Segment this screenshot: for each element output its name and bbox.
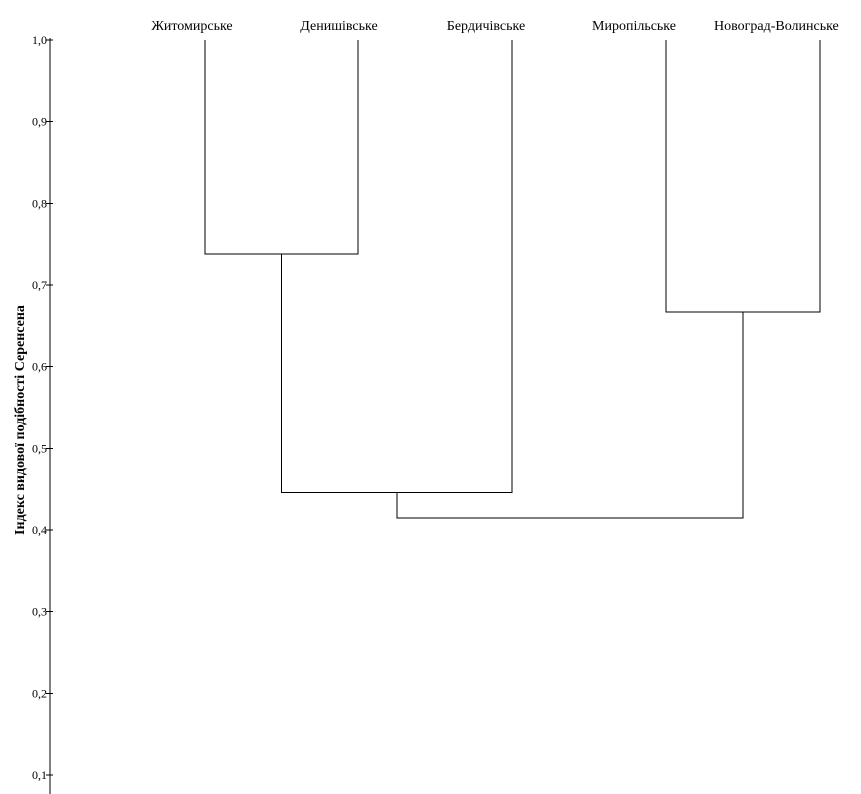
y-tick-label: 0,3 (32, 605, 47, 619)
y-tick-label: 0,5 (32, 441, 47, 455)
link-root (396, 311, 744, 519)
leaf-label-myropilske: Миропільське (592, 19, 676, 34)
y-tick-label: 0,1 (32, 768, 47, 782)
y-tick-label: 1,0 (32, 33, 47, 47)
leaf-label-denyshivske: Денишівське (300, 19, 377, 34)
leaf-label-berdychivske: Бердичівське (447, 19, 525, 34)
y-tick-label: 0,6 (32, 360, 47, 374)
y-axis-ticks: 1,0 0,9 0,8 0,7 0,6 0,5 0,4 0,3 0,2 0,1 (32, 33, 53, 782)
link-myropilske-novohrad (665, 40, 821, 313)
dendrogram-links (204, 40, 821, 519)
y-tick-label: 0,8 (32, 196, 47, 210)
link-cluster1-berdychivske (281, 40, 513, 493)
leaf-label-novohrad-volynske: Новоград-Волинське (714, 19, 839, 34)
link-zhytomyrske-denyshivske (204, 40, 359, 255)
y-tick-label: 0,7 (32, 278, 47, 292)
y-tick-label: 0,4 (32, 523, 47, 537)
y-tick-label: 0,2 (32, 686, 47, 700)
leaf-label-zhytomyrske: Житомирське (151, 19, 232, 34)
y-tick-label: 0,9 (32, 115, 47, 129)
y-axis-title: Індекс видової подібності Серенсена (13, 305, 28, 535)
